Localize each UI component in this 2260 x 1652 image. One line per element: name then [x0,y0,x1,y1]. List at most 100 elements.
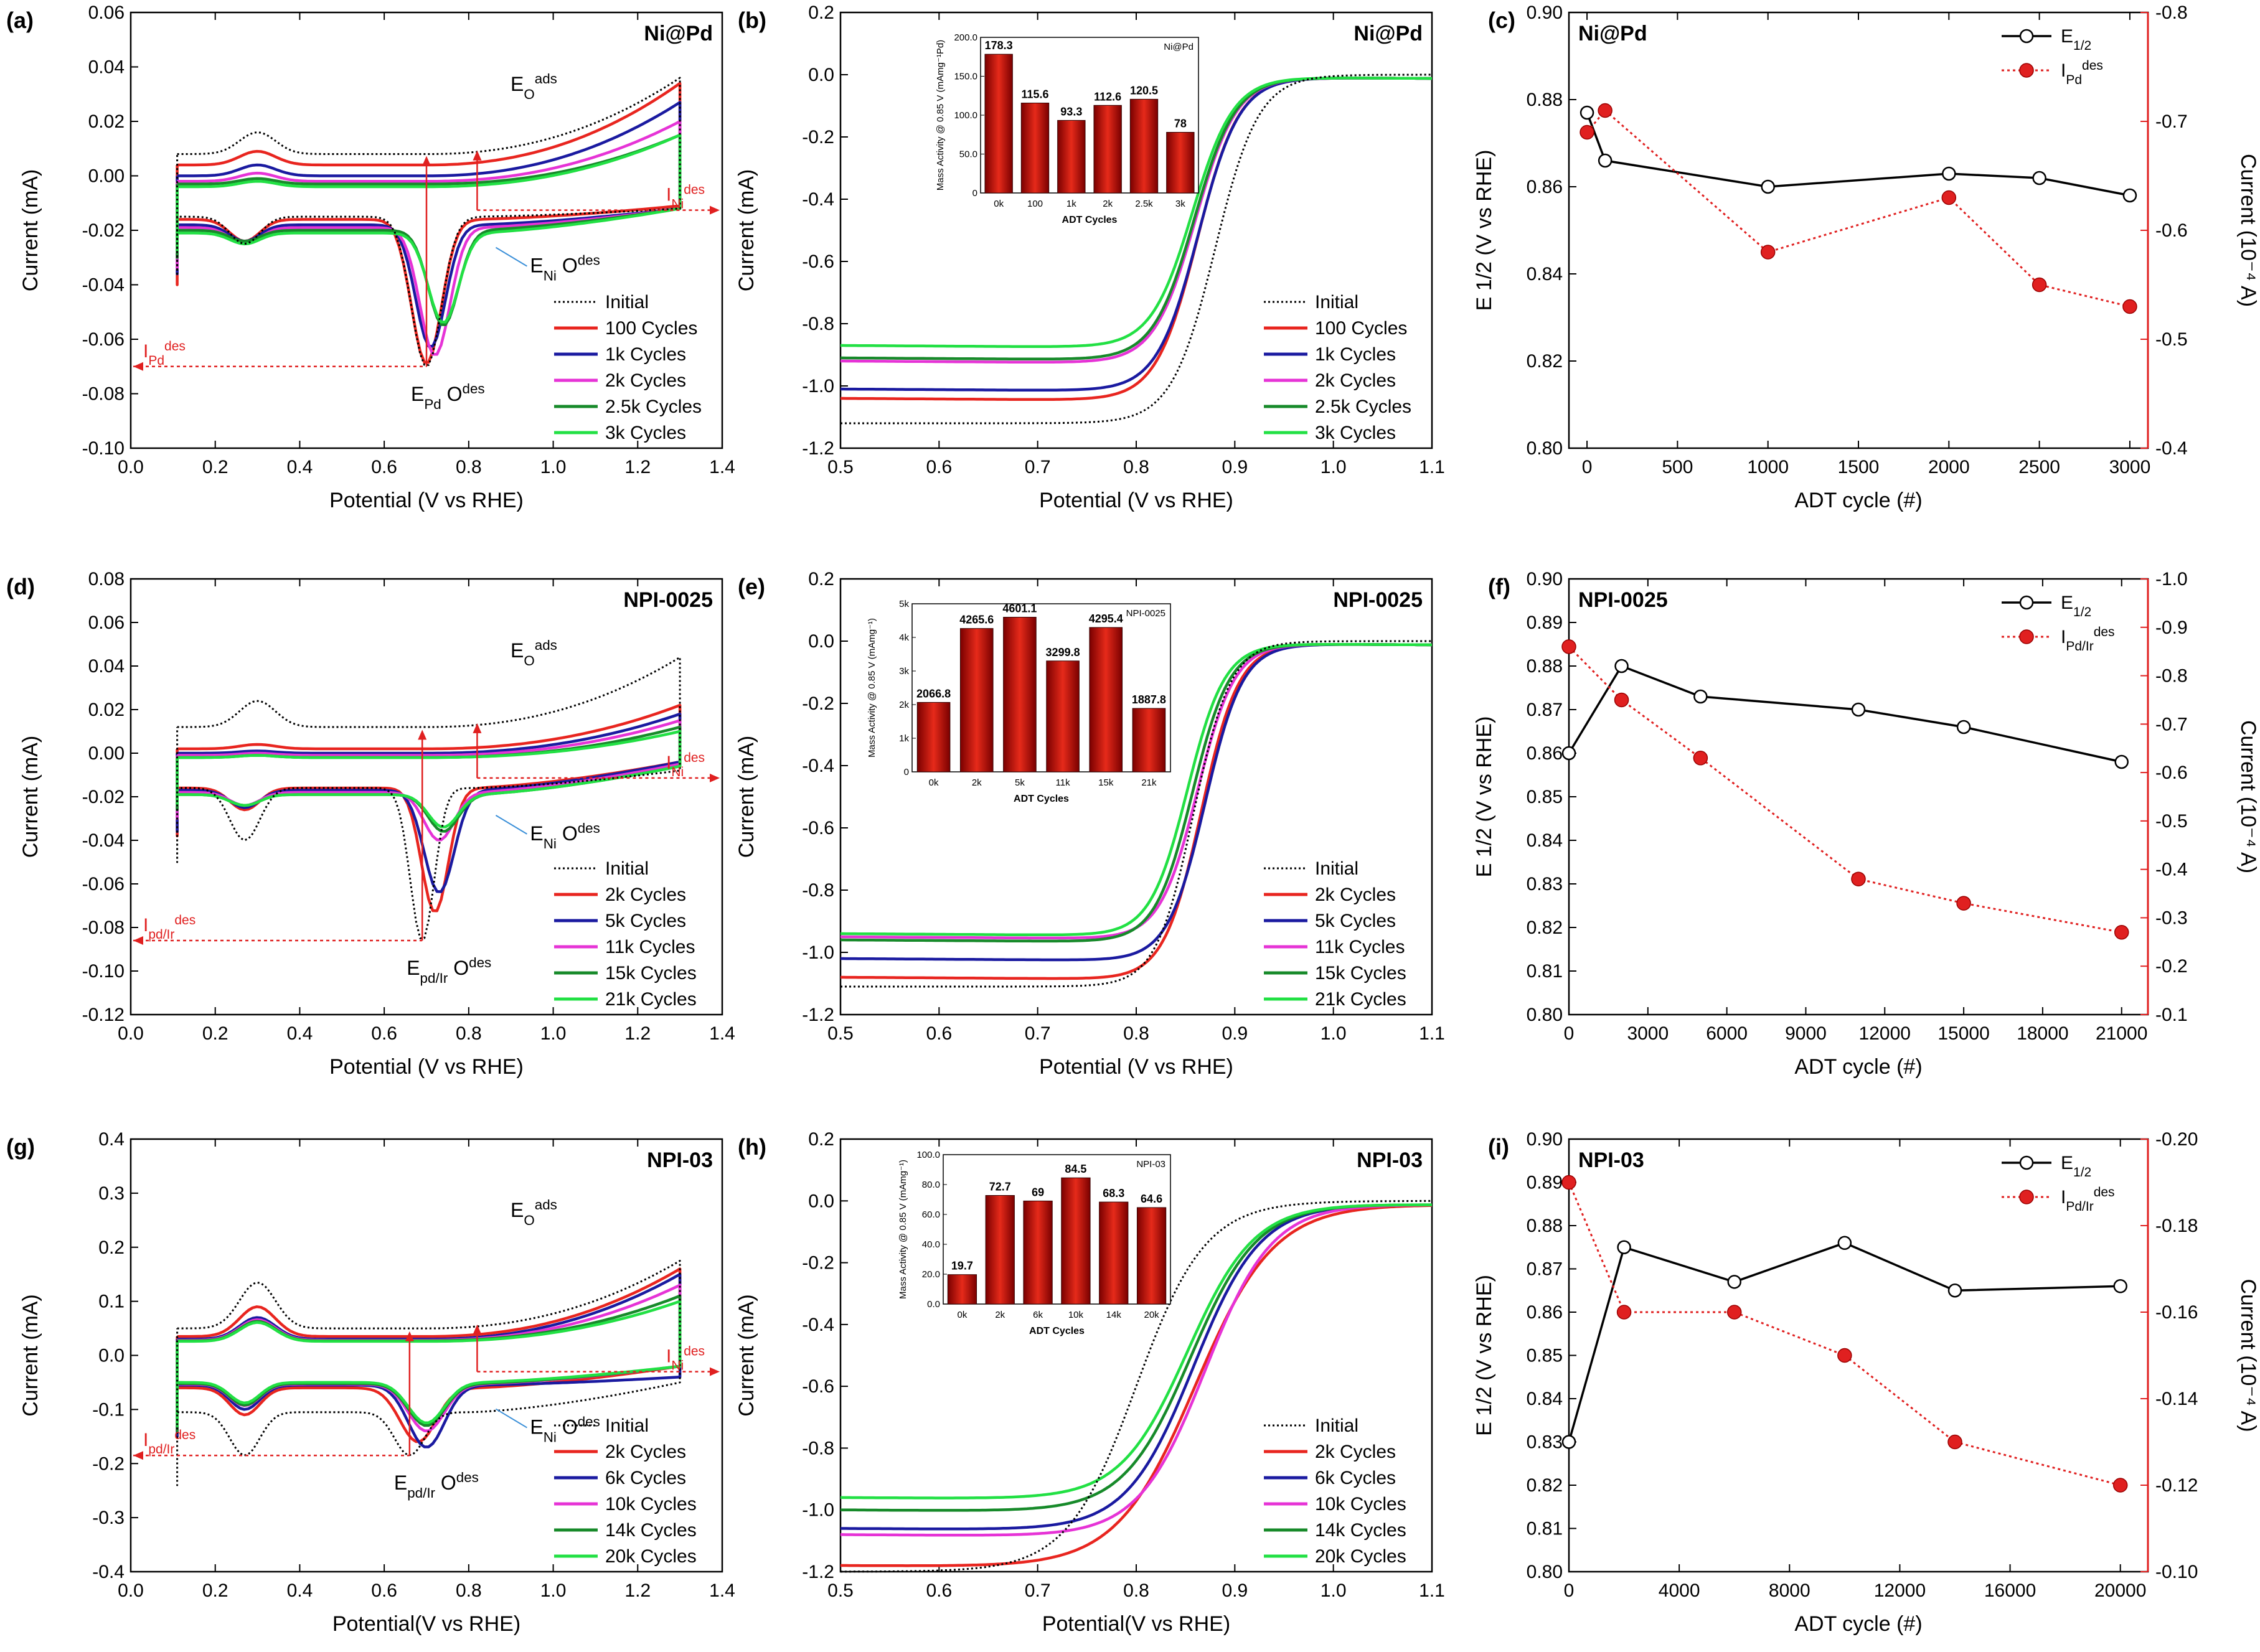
panel-f-ytick-right-label: -0.9 [2155,617,2188,638]
panel-e-legend-label: 2k Cycles [1315,885,1396,905]
panel-i-ides-line [1568,1181,2121,1486]
panel-c-ytick-label: 0.84 [1527,264,1563,284]
panel-b-inset-bar [1057,120,1086,194]
panel-b-lsv-series-5 [840,77,1432,349]
panel-b-ytick-label: -0.8 [802,314,834,334]
panel-f-ides-point [1614,692,1629,708]
panel-d-legend-label: Initial [605,858,649,879]
panel-h-inset-bar-value: 64.6 [1141,1193,1162,1205]
panel-h-legend-label: 10k Cycles [1315,1494,1406,1514]
panel-c-legend-marker-ides [2019,63,2034,78]
panel-i-ytick-right-label: -0.14 [2155,1389,2198,1409]
panel-f-legend-marker-ides [2019,629,2034,644]
panel-g-epd-label: Epd/Ir Odes [394,1470,479,1501]
panel-b-inset-bar [1129,98,1159,194]
panel-c-ides-point [2122,299,2137,314]
panel-i-panel-label: (i) [1488,1134,1509,1160]
panel-b-ytick-label: -0.2 [802,127,834,148]
panel-e-xtick-label: 0.7 [1025,1023,1051,1044]
panel-e-inset-bar-value: 1887.8 [1132,693,1166,706]
panel-c-title: Ni@Pd [1578,22,1647,45]
panel-f-panel-label: (f) [1488,574,1510,599]
panel-d-legend-label: 21k Cycles [605,989,697,1010]
panel-f-ides-line [1568,645,2122,934]
panel-h-inset-bar [947,1274,977,1305]
panel-d-panel-label: (d) [6,574,35,599]
panel-f-e12-point [1693,689,1708,704]
panel-b-inset-bar-value: 93.3 [1060,105,1082,118]
panel-d-cv-series-0 [176,656,681,939]
panel-c-xtick-label: 2500 [2018,457,2060,477]
panel-i-ytick-label: 0.81 [1527,1519,1563,1539]
panel-b-lsv-series-0 [840,73,1432,425]
panel-a-xtick-label: 0.8 [456,457,482,477]
panel-g-xtick-label: 0.6 [371,1580,397,1601]
panel-c-legend-label-ides: IPddes [2061,59,2103,87]
panel-a-eni-pointer [495,246,527,267]
panel-h-inset-bar-value: 72.7 [989,1181,1011,1193]
panel-f-ytick-label: 0.82 [1527,918,1563,938]
panel-e-legend-label: Initial [1315,858,1358,879]
panel-d-xtick-label: 0.6 [371,1023,397,1044]
panel-e-ytick-label: -1.0 [802,942,834,963]
panel-a-eni-label: ENi Odes [530,252,600,283]
panel-d-ytick-label: -0.12 [82,1005,125,1025]
panel-g-legend-label: Initial [605,1415,649,1436]
panel-c-e12-point [2122,188,2137,203]
panel-h-lsv-series-0 [840,1199,1432,1573]
panel-g-eo-label: EOads [511,1197,557,1228]
panel-d-xtick-label: 1.0 [540,1023,567,1044]
panel-e-inset: 2066.8 0k 4265.6 2k 4601.1 5k 3299.8 11k 4295.4 1… [867,599,1171,804]
panel-b-inset-xtick: 0k [994,199,1004,209]
panel-b-legend-label: 3k Cycles [1315,423,1396,443]
panel-d-ytick-label: 0.02 [88,700,125,720]
panel-e-panel-label: (e) [738,574,765,599]
panel-i-ides-point [1947,1434,1962,1450]
panel-f-xtick-label: 18000 [2017,1023,2068,1044]
panel-a-cv-series-5 [176,133,682,324]
panel-h-lsv-series-1 [840,1204,1433,1567]
panel-g-legend-label: 20k Cycles [605,1546,697,1567]
panel-h-inset-bar [1136,1207,1167,1305]
panel-h-inset-xtick: 20k [1144,1310,1159,1320]
panel-c: 0 500 1000 1500 2000 2500 3000 0.80 0.82 0.84 0.86… [1472,2,2260,512]
panel-g-ytick-label: -0.1 [92,1399,125,1420]
panel-e-legend-label: 5k Cycles [1315,911,1396,931]
panel-f-ytick-label: 0.90 [1527,569,1563,589]
panel-h-lsv-series-5 [840,1203,1432,1499]
panel-c-e12-point [1942,166,1956,181]
panel-e-ylabel: Current (mA) [735,736,758,858]
panel-e-xtick-label: 0.9 [1222,1023,1248,1044]
panel-g-legend-label: 10k Cycles [605,1494,697,1514]
panel-g-ini-label: INides [666,1344,705,1373]
panel-g-eni-label: ENi Odes [530,1414,600,1445]
panel-f-ytick-right-label: -0.1 [2155,1005,2188,1025]
panel-e-xtick-label: 0.8 [1123,1023,1149,1044]
panel-c-ytick-label: 0.80 [1527,438,1563,459]
panel-d-eo-label: EOads [511,637,557,669]
panel-b-ytick-label: 0.0 [808,65,834,85]
panel-b-inset-bar-value: 112.6 [1094,90,1121,103]
panel-i-ytick-right-label: -0.12 [2155,1475,2198,1496]
panel-g-ipd-label: Ipd/Irdes [143,1428,195,1457]
panel-i-ytick-label: 0.86 [1527,1302,1563,1323]
panel-g-xtick-label: 0.4 [287,1580,313,1601]
panel-i-e12-point [1837,1236,1852,1251]
panel-d-xtick-label: 0.0 [118,1023,144,1044]
panel-c-ytick-right-label: -0.6 [2155,220,2188,241]
panel-d-ytick-label: -0.10 [82,961,125,982]
panel-h-inset-ytick: 40.0 [922,1239,940,1250]
panel-h-ytick-label: -0.6 [802,1376,834,1397]
panel-i-ytick-label: 0.89 [1527,1173,1563,1193]
panel-c-e12-point [1580,105,1594,120]
panel-a-epd-label: EPd Odes [411,380,485,411]
panel-d-xtick-label: 1.2 [624,1023,651,1044]
panel-c-ytick-right-label: -0.5 [2155,329,2188,350]
panel-b-ytick-label: -0.6 [802,251,834,272]
panel-e-inset-bar-value: 4295.4 [1089,612,1123,625]
panel-a-eo-label: EOads [511,71,557,102]
panel-b-inset-xtick: 2.5k [1135,199,1153,209]
panel-b-inset-bar-value: 115.6 [1021,88,1048,101]
panel-f-ides-point [1851,871,1866,886]
panel-h-xtick-label: 1.1 [1419,1580,1445,1601]
